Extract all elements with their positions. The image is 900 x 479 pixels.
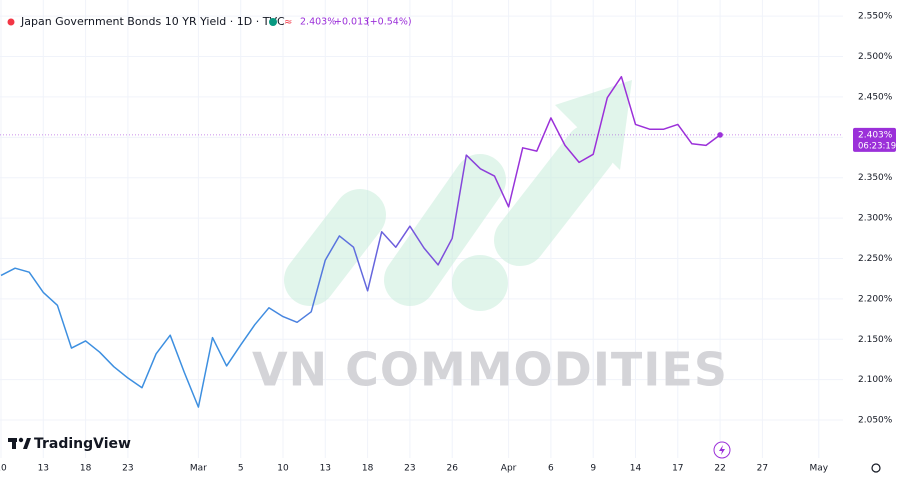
logo-shape	[12, 438, 16, 449]
plot	[0, 75, 843, 408]
status-dot	[7, 18, 15, 26]
x-tick-label: Mar	[190, 464, 207, 474]
x-tick-label: 17	[672, 464, 683, 474]
logo-shape	[23, 438, 31, 449]
x-tick-label: 27	[757, 464, 768, 474]
series-line	[0, 75, 721, 408]
x-tick-label: 10	[0, 464, 7, 474]
price-label-box	[853, 127, 896, 152]
watermark-shape	[452, 255, 508, 311]
y-tick-label: 2.250%	[858, 254, 893, 264]
settings-icon[interactable]	[871, 463, 881, 473]
x-tick-label: 23	[122, 464, 133, 474]
watermark-shape	[384, 154, 506, 306]
x-tick-label: May	[809, 464, 828, 474]
x-tick-label: 10	[277, 464, 289, 474]
brand-logo: TradingView	[8, 436, 131, 452]
x-tick-label: 13	[320, 464, 331, 474]
x-tick-label: 18	[80, 464, 92, 474]
x-tick-label: 13	[38, 464, 49, 474]
watermark-shape	[494, 124, 616, 266]
x-tick-label: 26	[446, 464, 458, 474]
x-tick-label: 14	[630, 464, 642, 474]
y-tick-label: 2.350%	[858, 173, 893, 183]
y-tick-label: 2.500%	[858, 52, 893, 62]
brand: TradingView	[34, 436, 131, 452]
x-tick-label: 9	[590, 464, 596, 474]
x-tick-label: 18	[362, 464, 374, 474]
delay-icon: ≈	[284, 17, 292, 28]
watermark-shape	[284, 189, 386, 306]
price-label: 2.403%	[858, 130, 893, 140]
logo-shape	[18, 437, 24, 443]
x-tick-label: 23	[404, 464, 415, 474]
y-tick-label: 2.050%	[858, 416, 893, 426]
market-dot	[269, 18, 277, 26]
x-tick-label: 22	[714, 464, 725, 474]
y-tick-label: 2.550%	[858, 12, 893, 22]
x-tick-label: Apr	[501, 464, 517, 474]
events-icon-glyph	[719, 445, 725, 455]
watermark-arrows	[284, 80, 632, 311]
x-tick-label: 5	[238, 464, 244, 474]
change-percent: (+0.54%)	[366, 17, 412, 28]
watermark: VN COMMODITIES	[252, 343, 728, 397]
watermark-shape	[555, 80, 632, 170]
countdown: 06:23:19	[858, 141, 896, 151]
y-tick-label: 2.150%	[858, 335, 893, 345]
y-tick-label: 2.200%	[858, 294, 893, 304]
series-title: Japan Government Bonds 10 YR Yield · 1D …	[20, 15, 285, 28]
y-tick-label: 2.300%	[858, 214, 893, 224]
x-tick-label: 6	[548, 464, 554, 474]
change: +0.013	[334, 17, 369, 28]
y-tick-label: 2.100%	[858, 375, 893, 385]
last-price: 2.403%	[300, 17, 336, 28]
last-point	[717, 132, 723, 138]
y-tick-label: 2.450%	[858, 92, 893, 102]
